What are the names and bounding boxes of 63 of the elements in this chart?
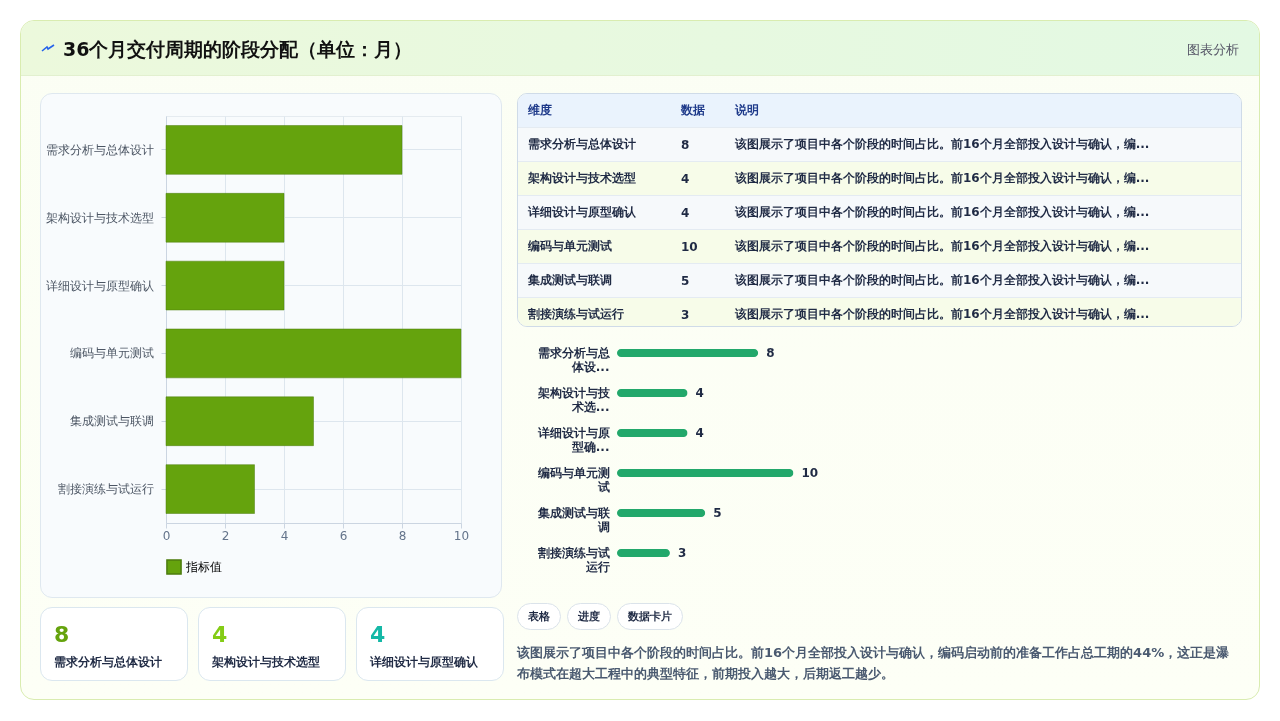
- text: 数据: [671, 94, 725, 128]
- text: 4: [212, 622, 228, 647]
- text: 3: [680, 306, 691, 324]
- y-tick-label: 割接演练与试运行: [536, 546, 610, 574]
- chart-title: 36个月交付周期的阶段分配（单位：月）: [63, 37, 413, 62]
- x-tick-label: 8: [398, 528, 407, 543]
- bar: [617, 349, 759, 357]
- x-tick-label: 2: [221, 528, 230, 543]
- text: 图表分析: [1187, 41, 1239, 59]
- y-tick-label: 架构设计与技术选型: [45, 210, 154, 225]
- text: 该图展示了项目中各个阶段的时间占比。前16个月全部投入设计与确认，编...: [725, 127, 1241, 162]
- text: 该图展示了项目中各个阶段的时间占比。前16个月全部投入设计与确认，编...: [725, 161, 1241, 196]
- bar: [165, 396, 314, 446]
- data-label: 10: [801, 466, 819, 480]
- data-label: 8: [766, 346, 775, 360]
- bar: [617, 509, 706, 517]
- text: 8: [54, 622, 70, 647]
- text: 5: [671, 263, 725, 298]
- data-label: 5: [713, 506, 722, 520]
- text: 说明: [725, 94, 1241, 128]
- data-label: 4: [695, 386, 704, 400]
- data-label: 4: [695, 426, 704, 440]
- text: 详细设计与原型确认: [370, 654, 478, 671]
- y-tick-label: 编码与单元测试: [536, 466, 610, 494]
- text: 10: [671, 229, 725, 264]
- y-tick-label: 集成测试与联调: [536, 506, 611, 534]
- bar: [617, 469, 794, 477]
- x-tick-label: 0: [162, 528, 171, 543]
- y-tick-label: 编码与单元测试: [69, 346, 154, 361]
- text: 该图展示了项目中各个阶段的时间占比。前16个月全部投入设计与确认，编...: [725, 229, 1241, 264]
- bar: [617, 549, 670, 557]
- bar: [165, 193, 285, 243]
- bar: [617, 429, 688, 437]
- bar: [165, 125, 403, 175]
- data-label: 3: [677, 546, 687, 560]
- text: 进度: [567, 603, 611, 630]
- text: 8: [671, 127, 725, 162]
- text: 表格: [517, 603, 561, 630]
- legend-label: 指标值: [185, 560, 222, 574]
- x-tick-label: 4: [280, 528, 289, 543]
- y-tick-label: 割接演练与试运行: [57, 482, 154, 497]
- text: 该图展示了项目中各个阶段的时间占比。前16个月全部投入设计与确认，编...: [734, 306, 1151, 323]
- y-tick-label: 需求分析与总体设计: [45, 142, 154, 157]
- y-tick-label: 集成测试与联调: [69, 414, 154, 429]
- text: 4: [671, 195, 725, 230]
- text: 架构设计与技术选型: [212, 654, 320, 671]
- text: 数据卡片: [617, 603, 683, 630]
- y-tick-label: 详细设计与原型确...: [536, 426, 610, 454]
- text: 该图展示了项目中各个阶段的时间占比。前16个月全部投入设计与确认，编码启动前的准备工作占总工期的44%，这正是瀑布模式在超大工程中的典型特征，前期投入越大，后期返工越少。: [517, 644, 1231, 683]
- bar: [617, 389, 688, 397]
- bar: [165, 260, 285, 311]
- text: 该图展示了项目中各个阶段的时间占比。前16个月全部投入设计与确认，编...: [725, 195, 1241, 230]
- x-tick-label: 6: [339, 528, 348, 543]
- text: 维度: [518, 94, 671, 128]
- text: 4: [671, 161, 725, 196]
- text: 该图展示了项目中各个阶段的时间占比。前16个月全部投入设计与确认，编...: [725, 263, 1241, 298]
- text: 4: [370, 622, 386, 647]
- y-tick-label: 架构设计与技术选...: [536, 386, 611, 414]
- y-tick-label: 详细设计与原型确认: [45, 278, 154, 293]
- x-tick-label: 10: [453, 528, 470, 543]
- bar: [165, 464, 255, 514]
- y-tick-label: 需求分析与总体设...: [537, 346, 611, 374]
- bar: [165, 328, 462, 379]
